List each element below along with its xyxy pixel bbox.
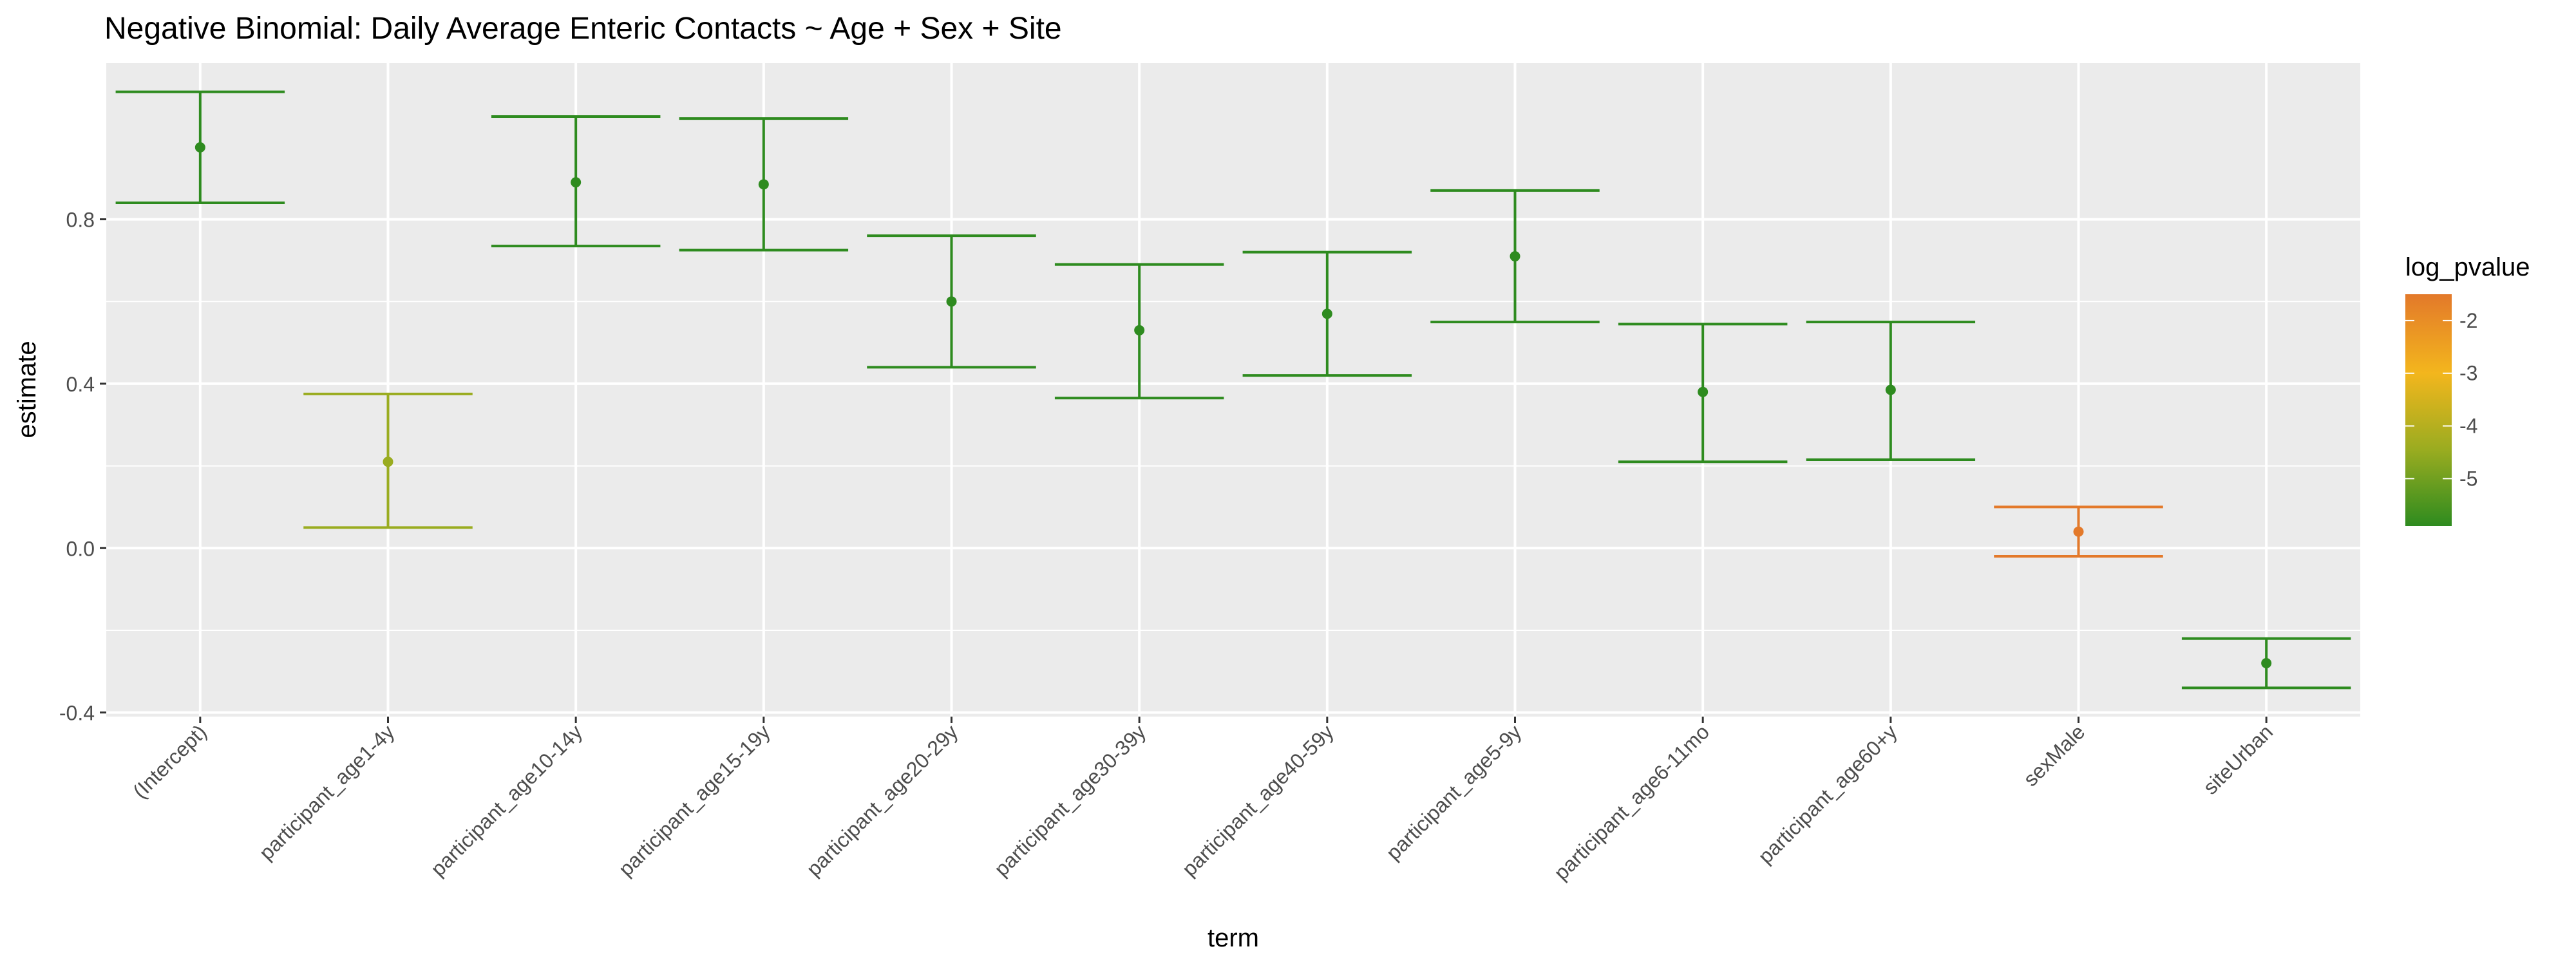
y-tick-label: 0.0 (66, 537, 95, 560)
estimate-point (571, 177, 582, 188)
x-axis-label: term (1208, 924, 1259, 952)
estimate-point (1321, 308, 1332, 319)
legend-tick-label: -5 (2459, 467, 2477, 490)
x-tick-label: participant_age40-59y (1177, 720, 1338, 880)
errorbar-group (867, 234, 1036, 369)
x-tick-label: participant_age60+y (1754, 720, 1902, 868)
legend: log_pvalue -2 -3 -4 -5 (2405, 253, 2530, 526)
estimate-point (1134, 325, 1145, 335)
errorbar-group (2181, 637, 2351, 690)
errorbar-group (303, 392, 473, 529)
plot-panel (106, 63, 2360, 717)
x-tick-label: participant_age30-39y (990, 720, 1150, 880)
errorbar-group (1430, 189, 1600, 324)
x-tick-label: participant_age20-29y (802, 720, 962, 880)
legend-tick-label: -3 (2459, 362, 2477, 385)
errorbar-group (679, 117, 849, 252)
x-tick-label: participant_age10-14y (426, 720, 587, 880)
estimate-point (1885, 384, 1896, 395)
x-tick-label: participant_age15-19y (614, 720, 774, 880)
errorbar-group (115, 90, 285, 205)
x-tick-label: participant_age6-11mo (1549, 720, 1714, 884)
legend-ticks: -2 -3 -4 -5 (2405, 309, 2477, 490)
estimate-point (758, 179, 769, 190)
x-tick-label: sexMale (2019, 720, 2090, 791)
estimate-point (383, 456, 393, 467)
x-tick-label: participant_age1-4y (254, 720, 399, 864)
estimate-point (2073, 526, 2084, 537)
legend-tick-label: -4 (2459, 415, 2477, 438)
chart-title: Negative Binomial: Daily Average Enteric… (104, 12, 1062, 46)
minor-grid (106, 301, 2360, 631)
legend-title: log_pvalue (2405, 253, 2530, 281)
estimate-point (946, 296, 957, 307)
errorbar-group (1994, 505, 2163, 558)
x-axis: (Intercept) participant_age1-4y participan… (128, 717, 2277, 885)
y-tick-label: 0.8 (66, 209, 95, 232)
x-tick-label: participant_age5-9y (1381, 720, 1526, 864)
estimate-point (194, 142, 205, 153)
errorbar-group (1618, 323, 1788, 464)
errorbar-group (1242, 250, 1412, 377)
y-tick-label: 0.4 (66, 373, 95, 396)
marks (115, 90, 2351, 690)
x-tick-label: (Intercept) (128, 720, 211, 803)
errorbar-group (1806, 321, 1976, 462)
y-tick-label: -0.4 (59, 702, 95, 725)
y-axis-label: estimate (13, 341, 41, 438)
errorbar-group (491, 115, 661, 248)
legend-tick-label: -2 (2459, 309, 2477, 332)
x-tick-label: siteUrban (2199, 720, 2277, 798)
estimate-point (2261, 658, 2272, 669)
estimate-point (1698, 386, 1709, 397)
errorbar-group (1054, 263, 1224, 400)
estimate-point (1510, 251, 1520, 262)
y-axis: -0.4 0.0 0.4 0.8 (59, 209, 106, 725)
legend-colorbar (2405, 294, 2452, 526)
